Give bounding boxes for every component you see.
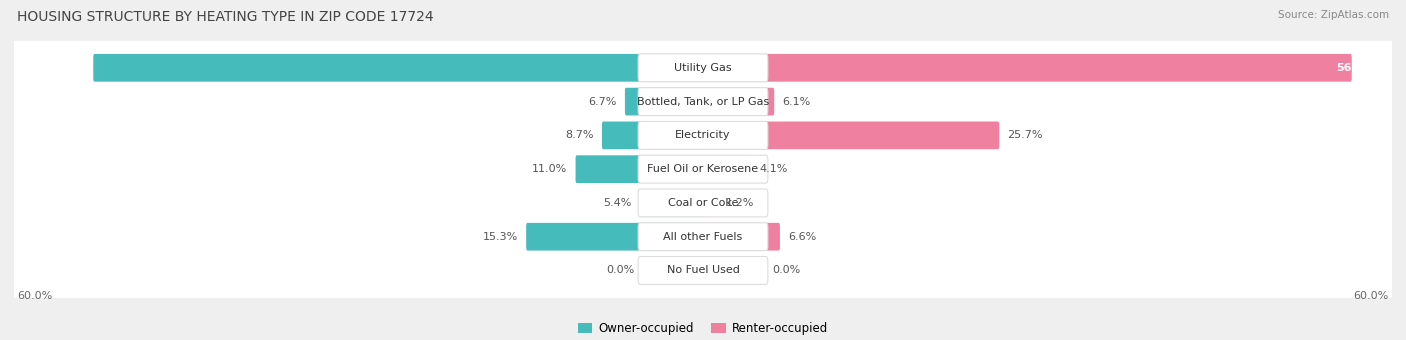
FancyBboxPatch shape [702, 88, 775, 116]
Text: 6.6%: 6.6% [787, 232, 817, 242]
FancyBboxPatch shape [602, 121, 704, 149]
FancyBboxPatch shape [13, 74, 1393, 129]
FancyBboxPatch shape [638, 155, 768, 183]
Text: Electricity: Electricity [675, 130, 731, 140]
Text: 0.0%: 0.0% [606, 266, 634, 275]
Text: 25.7%: 25.7% [1007, 130, 1043, 140]
Text: Utility Gas: Utility Gas [675, 63, 731, 73]
FancyBboxPatch shape [702, 121, 1000, 149]
FancyBboxPatch shape [93, 54, 704, 82]
FancyBboxPatch shape [13, 142, 1393, 197]
FancyBboxPatch shape [526, 223, 704, 251]
FancyBboxPatch shape [702, 155, 751, 183]
FancyBboxPatch shape [638, 256, 768, 285]
FancyBboxPatch shape [638, 223, 768, 251]
Text: 4.1%: 4.1% [759, 164, 787, 174]
Text: Source: ZipAtlas.com: Source: ZipAtlas.com [1278, 10, 1389, 20]
Text: 8.7%: 8.7% [565, 130, 593, 140]
Text: 1.2%: 1.2% [725, 198, 755, 208]
Text: No Fuel Used: No Fuel Used [666, 266, 740, 275]
Text: 56.4%: 56.4% [1336, 63, 1375, 73]
FancyBboxPatch shape [702, 223, 780, 251]
Text: Fuel Oil or Kerosene: Fuel Oil or Kerosene [647, 164, 759, 174]
FancyBboxPatch shape [638, 88, 768, 116]
FancyBboxPatch shape [13, 243, 1393, 298]
Text: 11.0%: 11.0% [533, 164, 568, 174]
FancyBboxPatch shape [13, 175, 1393, 230]
Text: 60.0%: 60.0% [17, 291, 53, 301]
Text: Coal or Coke: Coal or Coke [668, 198, 738, 208]
Legend: Owner-occupied, Renter-occupied: Owner-occupied, Renter-occupied [574, 317, 832, 340]
Text: Bottled, Tank, or LP Gas: Bottled, Tank, or LP Gas [637, 97, 769, 107]
FancyBboxPatch shape [575, 155, 704, 183]
FancyBboxPatch shape [13, 40, 1393, 95]
FancyBboxPatch shape [624, 88, 704, 116]
FancyBboxPatch shape [638, 54, 768, 82]
Text: 15.3%: 15.3% [482, 232, 519, 242]
Text: 53.0%: 53.0% [31, 63, 69, 73]
FancyBboxPatch shape [638, 121, 768, 149]
Text: 6.7%: 6.7% [589, 97, 617, 107]
FancyBboxPatch shape [640, 189, 704, 217]
FancyBboxPatch shape [13, 108, 1393, 163]
FancyBboxPatch shape [638, 189, 768, 217]
FancyBboxPatch shape [702, 189, 718, 217]
Text: 5.4%: 5.4% [603, 198, 631, 208]
Text: HOUSING STRUCTURE BY HEATING TYPE IN ZIP CODE 17724: HOUSING STRUCTURE BY HEATING TYPE IN ZIP… [17, 10, 433, 24]
Text: All other Fuels: All other Fuels [664, 232, 742, 242]
Text: 60.0%: 60.0% [1353, 291, 1389, 301]
FancyBboxPatch shape [13, 209, 1393, 264]
Text: 0.0%: 0.0% [772, 266, 800, 275]
FancyBboxPatch shape [702, 54, 1351, 82]
Text: 6.1%: 6.1% [782, 97, 810, 107]
